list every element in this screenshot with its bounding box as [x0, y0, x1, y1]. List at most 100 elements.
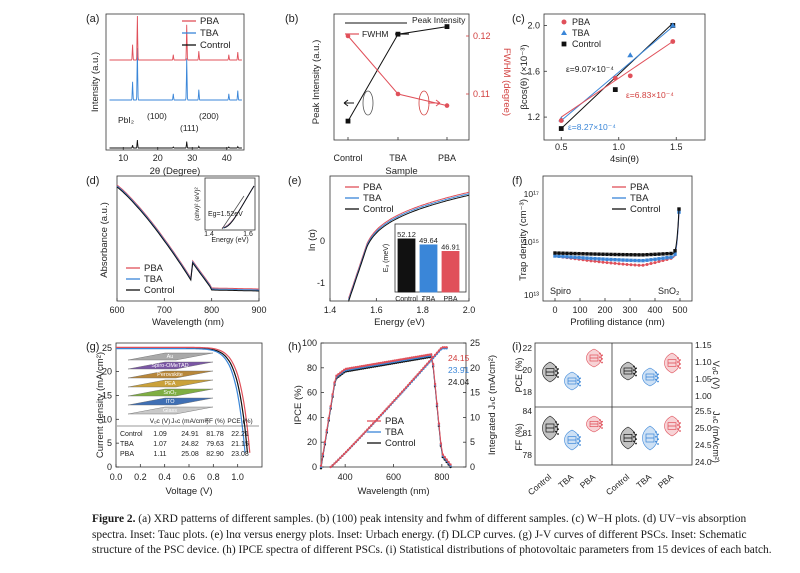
- trap-density-control-curve-marker: [585, 252, 589, 256]
- trap-density-tba-curve-marker: [645, 258, 649, 262]
- inset-tauc-curve: [223, 185, 255, 229]
- trap-density-control-curve-marker: [565, 251, 569, 256]
- panel-i: (i) PCE (%) FF (%) Vₒc (V) Jₛc (mA/cm²) 22 20 1…: [512, 340, 721, 497]
- trap-density-control-curve-marker: [625, 252, 629, 257]
- legend-label-control: Control: [385, 438, 416, 449]
- data-point-tba: [627, 52, 634, 58]
- ipce-pba-curve-marker: [441, 453, 444, 456]
- data-point-control: [558, 126, 564, 131]
- data-point-pba: [612, 75, 618, 81]
- ipce-pba-curve-marker: [437, 422, 441, 425]
- jsc-tba-point: [657, 433, 659, 436]
- integrated-pba-curve-marker: [395, 396, 398, 400]
- table-cell: 1.11: [153, 451, 166, 458]
- integrated-pba-curve-marker: [372, 422, 375, 425]
- ipce-pba-curve-marker: [358, 365, 361, 368]
- pce-tba-point: [579, 381, 581, 383]
- y-axis-label-pce: PCE (%): [514, 357, 524, 392]
- table-header: Vₒc (V): [150, 418, 171, 425]
- panel-h: (h) IPCE (%) Integrated Jₛc (mA/cm²) Wavele…: [288, 338, 498, 497]
- trap-density-control-curve-marker: [637, 253, 641, 257]
- xrd-control-curve: [109, 139, 242, 149]
- ipce-pba-curve-marker: [414, 355, 417, 359]
- plot-frame: [534, 342, 693, 466]
- table-cell: 1.09: [153, 431, 167, 438]
- ff-tba-point: [579, 440, 581, 442]
- urbach-value-pba: 46.91: [441, 242, 460, 251]
- x-tick-label: 100: [572, 305, 587, 315]
- ipce-pba-curve-marker: [379, 361, 383, 365]
- trap-density-control-curve-marker: [613, 252, 617, 257]
- x-tick-label: Control: [333, 153, 362, 163]
- panel-b: (b) Peak Intensity (a.u.) FWHM (degree) Sam…: [285, 13, 512, 177]
- trap-density-tba-curve-marker: [573, 255, 577, 260]
- x-tick-label: 0.2: [134, 472, 147, 482]
- absorbance-pba-curve: [116, 184, 259, 290]
- ipce-pba-curve-marker: [319, 464, 323, 467]
- integrated-pba-curve-marker: [341, 454, 344, 457]
- x-category-label-right: PBA: [656, 472, 676, 491]
- peak-label-100: (100): [147, 111, 167, 121]
- ipce-pba-curve-marker: [408, 356, 412, 360]
- pce-pba-point: [599, 359, 601, 362]
- ipce-pba-curve-marker: [321, 452, 325, 456]
- y-axis-label-right: Integrated Jₛc (mA/cm²): [487, 355, 498, 455]
- legend-label-tba: TBA: [385, 427, 404, 438]
- x-axis-label: Wavelength (nm): [358, 486, 430, 497]
- integrated-pba-curve-marker: [399, 392, 402, 395]
- ipce-pba-curve-marker: [327, 416, 330, 420]
- integrated-pba-curve-marker: [397, 394, 400, 397]
- jsc-control-point: [633, 431, 635, 434]
- data-point-pba: [558, 118, 564, 123]
- xrd-pba-curve: [109, 15, 242, 61]
- device-layer-label: Glass: [163, 408, 177, 414]
- y-tick-label: 1.2: [527, 112, 540, 122]
- trap-density-tba-curve-marker: [577, 255, 581, 260]
- y-tick-label: 10¹⁵: [523, 237, 539, 247]
- ipce-pba-curve-marker: [381, 361, 385, 364]
- trap-density-tba-curve-marker: [557, 254, 561, 258]
- trap-density-control-curve-marker: [641, 253, 645, 257]
- inset-x-tick-label: 1.6: [243, 231, 253, 238]
- integrated-pba-curve-marker: [414, 375, 417, 378]
- table-cell: 81.78: [206, 431, 224, 438]
- integrated-pba-curve-marker: [375, 418, 379, 421]
- ff-pba-point: [599, 425, 601, 428]
- trap-density-tba-curve-marker: [569, 255, 573, 259]
- ipce-pba-curve-marker: [428, 353, 431, 356]
- ff-pba-point: [601, 423, 603, 426]
- inset-y-label: Eᵤ (meV): [383, 244, 390, 272]
- inset-fit-line: [221, 195, 245, 230]
- ipce-pba-curve-marker: [343, 368, 346, 371]
- integrated-pba-curve-marker: [364, 430, 367, 433]
- pce-pba-point: [599, 352, 601, 355]
- absorbance-tba-curve: [116, 185, 259, 291]
- trap-density-control-curve-marker: [597, 252, 601, 256]
- x-tick-label: 1.0: [612, 142, 625, 152]
- ff-pba-point: [599, 422, 601, 425]
- integrated-pba-curve-marker: [331, 464, 334, 467]
- integrated-pba-curve-marker: [354, 440, 357, 443]
- table-cell: 24.82: [181, 441, 199, 448]
- integrated-pba-curve-marker: [424, 364, 427, 367]
- legend-label-pba: PBA: [200, 16, 220, 27]
- voc-tick-label: 1.00: [695, 391, 712, 401]
- voc-control-point: [633, 372, 635, 375]
- integrated-pba-curve-marker: [345, 450, 348, 453]
- absorbance-control-curve: [116, 186, 259, 292]
- integrated-pba-curve-marker: [377, 415, 381, 419]
- panel-tag: (f): [512, 175, 522, 187]
- jsc-control-point: [635, 433, 637, 436]
- trap-density-tba-curve-marker: [601, 257, 605, 261]
- legend-label-control: Control: [630, 204, 661, 215]
- ipce-pba-curve-marker: [393, 359, 396, 362]
- ipce-pba-curve-marker: [354, 366, 357, 369]
- y-axis-label: Current density (mA/cm²): [95, 352, 106, 458]
- ln-alpha-pba-curve: [348, 191, 470, 299]
- integrated-pba-curve-marker: [356, 438, 359, 441]
- integrated-pba-curve-marker: [348, 446, 352, 450]
- trap-density-control-curve: [555, 208, 680, 256]
- x-axis-label: Energy (eV): [374, 317, 425, 328]
- voc-control-point: [633, 365, 635, 368]
- voc-pba-point: [677, 365, 679, 367]
